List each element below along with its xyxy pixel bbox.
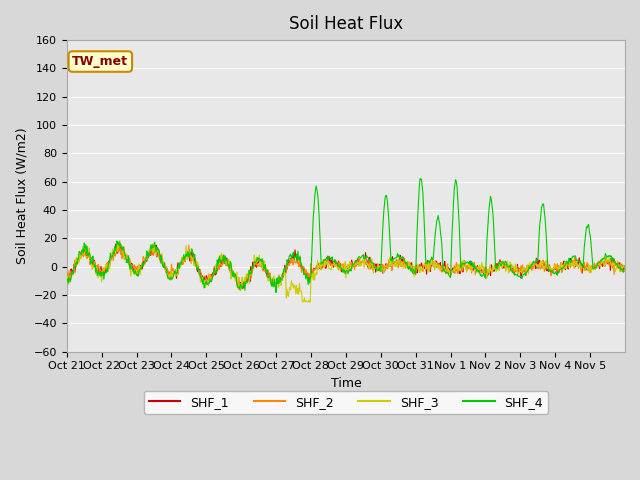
SHF_4 [280,266,288,272]
SHF_2 [404,264,412,270]
SHF_4 [129,266,136,272]
SHF_3 [63,270,70,276]
SHF_4 [259,256,266,262]
SHF_4 [436,220,444,226]
SHF_4 [404,265,412,271]
SHF_1 [620,264,628,269]
SHF_2 [260,266,268,272]
SHF_3 [436,264,444,269]
Title: Soil Heat Flux: Soil Heat Flux [289,15,403,33]
SHF_4 [272,289,280,295]
Line: SHF_3: SHF_3 [67,241,624,302]
SHF_3 [129,269,137,275]
SHF_4 [620,265,628,271]
SHF_1 [281,262,289,268]
SHF_3 [620,265,628,271]
SHF_2 [129,263,136,268]
SHF_2 [436,263,444,268]
Line: SHF_4: SHF_4 [67,179,624,292]
SHF_2 [281,265,289,271]
SHF_4 [231,271,239,276]
SHF_2 [232,275,239,280]
SHF_3 [280,267,288,273]
SHF_1 [236,286,244,292]
SHF_2 [238,286,246,292]
SHF_2 [620,268,628,274]
X-axis label: Time: Time [330,377,361,390]
Y-axis label: Soil Heat Flux (W/m2): Soil Heat Flux (W/m2) [15,128,28,264]
Line: SHF_2: SHF_2 [67,244,624,289]
SHF_4 [416,176,424,181]
SHF_1 [232,274,239,280]
SHF_1 [260,259,268,265]
SHF_1 [436,262,444,268]
SHF_1 [404,266,412,272]
Text: TW_met: TW_met [72,55,129,68]
SHF_3 [116,238,124,244]
SHF_1 [63,270,70,276]
SHF_3 [232,277,239,283]
SHF_1 [129,265,137,271]
SHF_2 [63,275,70,281]
SHF_4 [63,278,70,284]
SHF_2 [148,241,156,247]
SHF_3 [259,258,267,264]
SHF_3 [404,264,412,269]
Line: SHF_1: SHF_1 [67,244,624,289]
SHF_1 [113,241,120,247]
SHF_3 [299,299,307,305]
Legend: SHF_1, SHF_2, SHF_3, SHF_4: SHF_1, SHF_2, SHF_3, SHF_4 [143,391,548,414]
